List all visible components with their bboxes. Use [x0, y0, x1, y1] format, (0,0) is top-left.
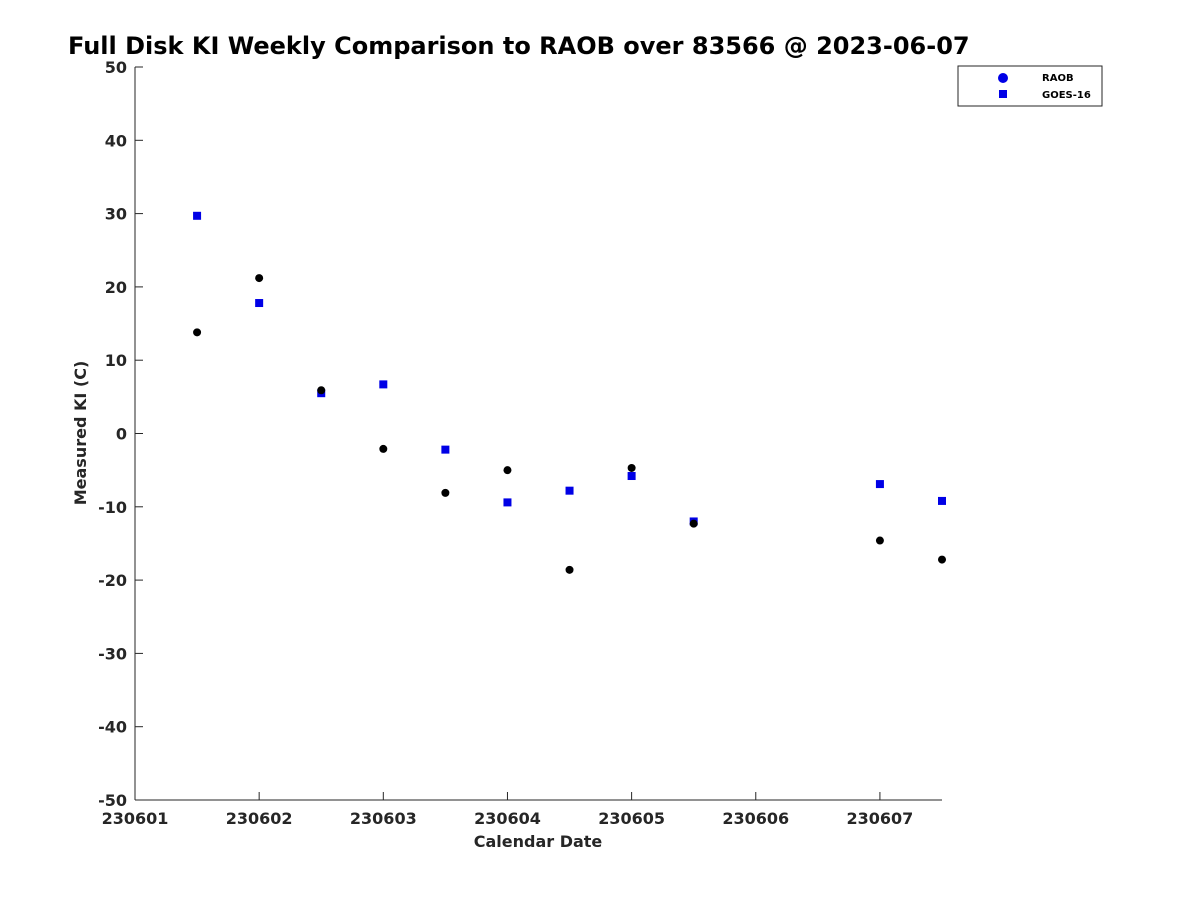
x-tick-label: 230602	[226, 809, 293, 828]
data-points	[193, 211, 946, 574]
point-goes-16	[503, 498, 512, 507]
legend-box	[957, 65, 1103, 107]
chart-title: Full Disk KI Weekly Comparison to RAOB o…	[68, 32, 970, 60]
y-tick-label: 40	[105, 131, 127, 150]
y-tick-label: -50	[98, 791, 127, 810]
y-tick-label: -10	[98, 498, 127, 517]
y-tick-label: 20	[105, 278, 127, 297]
x-tick-label: 230605	[598, 809, 665, 828]
point-goes-16	[938, 496, 946, 505]
x-ticks: 230601 230602 230603 230604 230605 230606 2306…	[102, 792, 914, 828]
point-raob	[689, 519, 698, 528]
point-raob	[193, 328, 202, 337]
point-raob	[317, 386, 326, 395]
y-axis-label: Measured KI (C)	[71, 361, 90, 506]
y-tick-label: -30	[98, 644, 127, 663]
point-raob	[441, 488, 450, 497]
y-tick-label: 10	[105, 351, 127, 370]
axes	[134, 67, 942, 801]
x-tick-label: 230601	[102, 809, 169, 828]
legend-marker-goes16	[999, 90, 1007, 98]
point-goes-16	[379, 380, 388, 389]
point-goes-16	[193, 211, 202, 220]
x-axis-label: Calendar Date	[474, 832, 603, 851]
legend: RAOB GOES-16	[957, 65, 1103, 107]
y-tick-label: 50	[105, 58, 127, 77]
point-raob	[938, 555, 946, 564]
y-tick-label: -40	[98, 718, 127, 737]
point-raob	[379, 444, 388, 453]
point-raob	[255, 274, 264, 283]
y-tick-label: 30	[105, 205, 127, 224]
point-goes-16	[255, 299, 264, 308]
point-raob	[875, 536, 884, 545]
point-goes-16	[565, 486, 574, 495]
x-tick-label: 230606	[722, 809, 789, 828]
point-raob	[503, 466, 512, 475]
point-raob	[565, 565, 574, 574]
x-tick-label: 230604	[474, 809, 541, 828]
y-ticks: 50 40 30 20 10 0 -10 -20 -30 -40 -50	[98, 58, 143, 810]
x-tick-label: 230603	[350, 809, 417, 828]
legend-marker-raob	[998, 73, 1008, 83]
legend-label-raob: RAOB	[1042, 73, 1074, 84]
point-goes-16	[441, 445, 450, 454]
y-tick-label: 0	[116, 425, 127, 444]
point-goes-16	[875, 480, 884, 489]
y-tick-label: -20	[98, 571, 127, 590]
legend-label-goes16: GOES-16	[1042, 90, 1091, 101]
point-goes-16	[627, 472, 636, 481]
x-tick-label: 230607	[847, 809, 914, 828]
point-raob	[627, 463, 636, 472]
